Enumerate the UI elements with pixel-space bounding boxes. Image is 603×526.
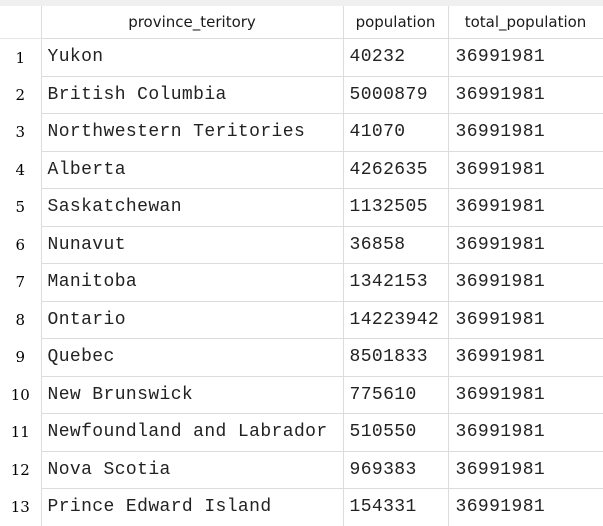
- column-header-total-population[interactable]: total_population: [448, 6, 603, 39]
- cell-province-teritory[interactable]: Nunavut: [41, 226, 344, 264]
- cell-province-teritory[interactable]: Newfoundland and Labrador: [41, 413, 344, 452]
- table-row[interactable]: 2 British Columbia 5000879 36991981: [0, 76, 603, 114]
- cell-province-teritory[interactable]: Prince Edward Island: [41, 488, 344, 526]
- table-row[interactable]: 6 Nunavut 36858 36991981: [0, 226, 603, 264]
- table-row[interactable]: 7 Manitoba 1342153 36991981: [0, 263, 603, 302]
- cell-province-teritory[interactable]: Nova Scotia: [41, 451, 344, 489]
- row-number: 9: [0, 338, 42, 376]
- row-number: 1: [0, 38, 42, 76]
- cell-population[interactable]: 5000879: [343, 76, 449, 114]
- cell-province-teritory[interactable]: Ontario: [41, 301, 344, 339]
- row-number: 12: [0, 451, 42, 489]
- cell-population[interactable]: 40232: [343, 38, 449, 77]
- cell-province-teritory[interactable]: Saskatchewan: [41, 188, 344, 227]
- cell-population[interactable]: 4262635: [343, 151, 449, 189]
- cell-population[interactable]: 510550: [343, 413, 449, 452]
- row-number: 8: [0, 301, 42, 339]
- table-body: 1 Yukon 40232 36991981 2 British Columbi…: [0, 38, 603, 526]
- cell-population[interactable]: 1132505: [343, 188, 449, 227]
- cell-province-teritory[interactable]: Yukon: [41, 38, 344, 77]
- cell-total-population[interactable]: 36991981: [448, 226, 603, 264]
- row-number: 13: [0, 488, 42, 526]
- row-number: 11: [0, 413, 42, 451]
- row-number: 3: [0, 113, 42, 151]
- cell-total-population[interactable]: 36991981: [448, 376, 603, 414]
- cell-population[interactable]: 41070: [343, 113, 449, 152]
- cell-population[interactable]: 775610: [343, 376, 449, 414]
- row-number: 7: [0, 263, 42, 301]
- table-row[interactable]: 1 Yukon 40232 36991981: [0, 38, 603, 77]
- corner-cell: [0, 6, 42, 39]
- cell-population[interactable]: 1342153: [343, 263, 449, 302]
- cell-total-population[interactable]: 36991981: [448, 301, 603, 339]
- table-row[interactable]: 12 Nova Scotia 969383 36991981: [0, 451, 603, 489]
- cell-total-population[interactable]: 36991981: [448, 488, 603, 526]
- cell-population[interactable]: 8501833: [343, 338, 449, 377]
- table-row[interactable]: 10 New Brunswick 775610 36991981: [0, 376, 603, 414]
- cell-province-teritory[interactable]: Manitoba: [41, 263, 344, 302]
- cell-total-population[interactable]: 36991981: [448, 338, 603, 377]
- table-row[interactable]: 5 Saskatchewan 1132505 36991981: [0, 188, 603, 227]
- cell-province-teritory[interactable]: Alberta: [41, 151, 344, 189]
- cell-population[interactable]: 36858: [343, 226, 449, 264]
- cell-total-population[interactable]: 36991981: [448, 151, 603, 189]
- table-row[interactable]: 3 Northwestern Teritories 41070 36991981: [0, 113, 603, 152]
- table-row[interactable]: 9 Quebec 8501833 36991981: [0, 338, 603, 377]
- cell-total-population[interactable]: 36991981: [448, 188, 603, 227]
- cell-province-teritory[interactable]: British Columbia: [41, 76, 344, 114]
- cell-total-population[interactable]: 36991981: [448, 263, 603, 302]
- table-row[interactable]: 13 Prince Edward Island 154331 36991981: [0, 488, 603, 526]
- cell-province-teritory[interactable]: Northwestern Teritories: [41, 113, 344, 152]
- column-header-province-teritory[interactable]: province_teritory: [41, 6, 344, 39]
- column-header-population[interactable]: population: [343, 6, 449, 39]
- cell-total-population[interactable]: 36991981: [448, 113, 603, 152]
- table-row[interactable]: 8 Ontario 14223942 36991981: [0, 301, 603, 339]
- table-row[interactable]: 4 Alberta 4262635 36991981: [0, 151, 603, 189]
- cell-province-teritory[interactable]: New Brunswick: [41, 376, 344, 414]
- cell-population[interactable]: 969383: [343, 451, 449, 489]
- cell-total-population[interactable]: 36991981: [448, 76, 603, 114]
- results-table: province_teritory population total_popul…: [0, 6, 603, 526]
- cell-province-teritory[interactable]: Quebec: [41, 338, 344, 377]
- row-number: 5: [0, 188, 42, 226]
- cell-population[interactable]: 14223942: [343, 301, 449, 339]
- cell-population[interactable]: 154331: [343, 488, 449, 526]
- row-number: 4: [0, 151, 42, 189]
- table-row[interactable]: 11 Newfoundland and Labrador 510550 3699…: [0, 413, 603, 452]
- row-number: 2: [0, 76, 42, 114]
- header-row: province_teritory population total_popul…: [0, 6, 603, 39]
- cell-total-population[interactable]: 36991981: [448, 451, 603, 489]
- cell-total-population[interactable]: 36991981: [448, 413, 603, 452]
- row-number: 10: [0, 376, 42, 414]
- top-strip: [0, 0, 603, 6]
- row-number: 6: [0, 226, 42, 264]
- cell-total-population[interactable]: 36991981: [448, 38, 603, 77]
